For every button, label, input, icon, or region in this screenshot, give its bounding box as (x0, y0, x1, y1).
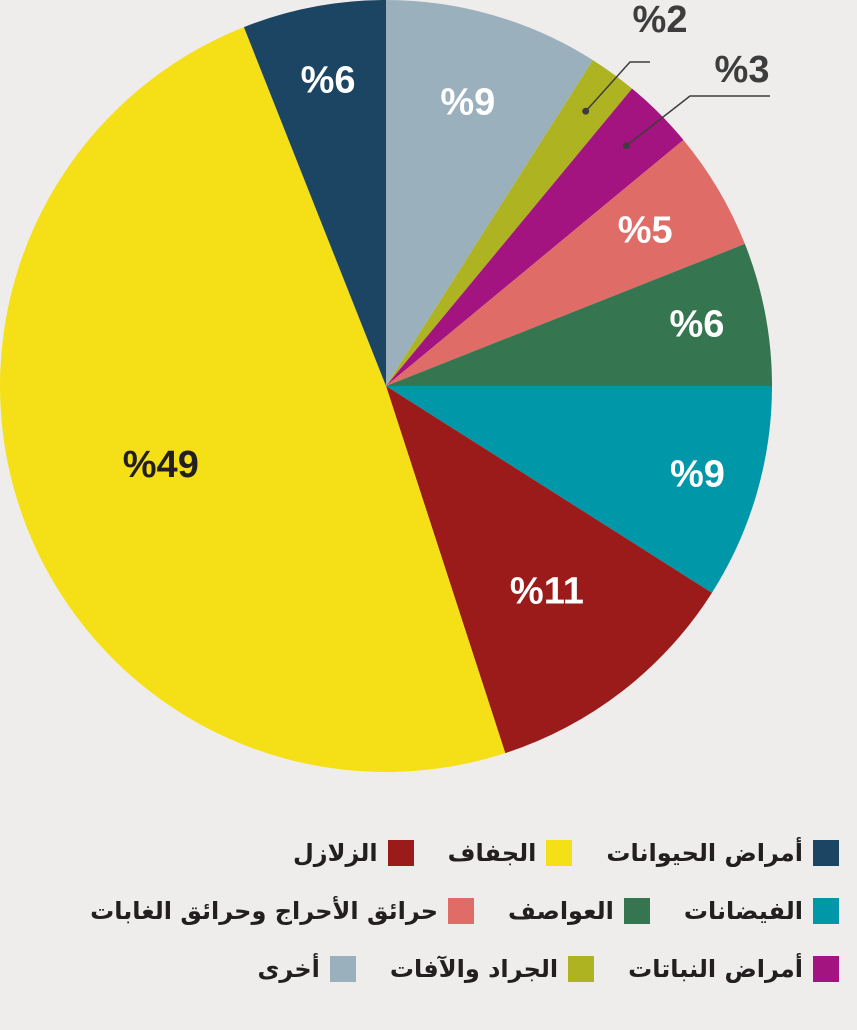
legend-swatch (448, 898, 475, 924)
legend-label: العواصف (508, 897, 614, 925)
legend-item-earthquakes: الزلازل (293, 839, 414, 867)
legend-swatch (546, 840, 573, 866)
pie-slice-drought (0, 27, 506, 773)
legend-row-1: أمراض الحيوانات الجفاف الزلازل (0, 835, 857, 871)
slice-label-floods: %9 (670, 454, 725, 496)
legend-item-fires: حرائق الأحراج وحرائق الغابات (90, 897, 475, 925)
legend-label: أمراض الحيوانات (606, 839, 803, 867)
callout-dot-plant-diseases (622, 142, 630, 150)
pie-slice-other (386, 0, 593, 386)
slice-label-storms: %6 (669, 304, 724, 346)
pie-slice-animal-diseases (243, 0, 386, 386)
slice-label-plant-diseases: %3 (715, 49, 770, 91)
slice-label-locusts-pests: %2 (633, 0, 688, 41)
legend-swatch (387, 840, 414, 866)
legend: أمراض الحيوانات الجفاف الزلازل الفيضانات… (0, 835, 857, 1009)
callout-line-plant-diseases (625, 95, 770, 147)
callout-dot-locusts-pests (582, 107, 590, 115)
legend-swatch (623, 898, 650, 924)
legend-swatch (813, 956, 839, 982)
legend-swatch (568, 956, 595, 982)
legend-item-other: أخرى (257, 955, 356, 983)
legend-label: الجفاف (447, 839, 537, 867)
pie-slice-fires (386, 139, 745, 386)
slice-label-drought: %49 (123, 444, 199, 486)
legend-swatch (329, 956, 356, 982)
legend-item-animal-diseases: أمراض الحيوانات (606, 839, 839, 867)
legend-label: أمراض النباتات (628, 955, 803, 983)
legend-item-plant-diseases: أمراض النباتات (628, 955, 839, 983)
pie-slice-locusts-pests (386, 60, 633, 387)
legend-row-3: أمراض النباتات الجراد والآفات أخرى (0, 951, 857, 987)
legend-item-floods: الفيضانات (684, 897, 839, 925)
legend-label: الجراد والآفات (389, 955, 559, 983)
slice-label-other: %9 (440, 81, 495, 123)
pie-slice-storms (386, 243, 772, 386)
legend-swatch (813, 898, 839, 924)
legend-item-storms: العواصف (508, 897, 650, 925)
pie-chart: %9 %2 %3 %5 %6 %9 %11 %49 %6 (0, 0, 772, 773)
pie-slice-floods (386, 386, 772, 593)
legend-row-2: الفيضانات العواصف حرائق الأحراج وحرائق ا… (0, 893, 857, 929)
slice-label-animal-diseases: %6 (301, 60, 356, 102)
legend-item-drought: الجفاف (448, 839, 573, 867)
pie-slice-earthquakes (386, 386, 712, 754)
slice-label-fires: %5 (618, 210, 673, 252)
legend-label: الفيضانات (683, 897, 803, 925)
legend-label: حرائق الأحراج وحرائق الغابات (90, 897, 439, 925)
pie-slice-plant-diseases (386, 88, 684, 386)
legend-swatch (813, 840, 839, 866)
slice-label-earthquakes: %11 (510, 570, 584, 612)
legend-item-locusts-pests: الجراد والآفات (389, 955, 595, 983)
legend-label: الزلازل (292, 839, 378, 867)
callout-line-locusts-pests (585, 61, 650, 112)
legend-label: أخرى (257, 955, 320, 983)
